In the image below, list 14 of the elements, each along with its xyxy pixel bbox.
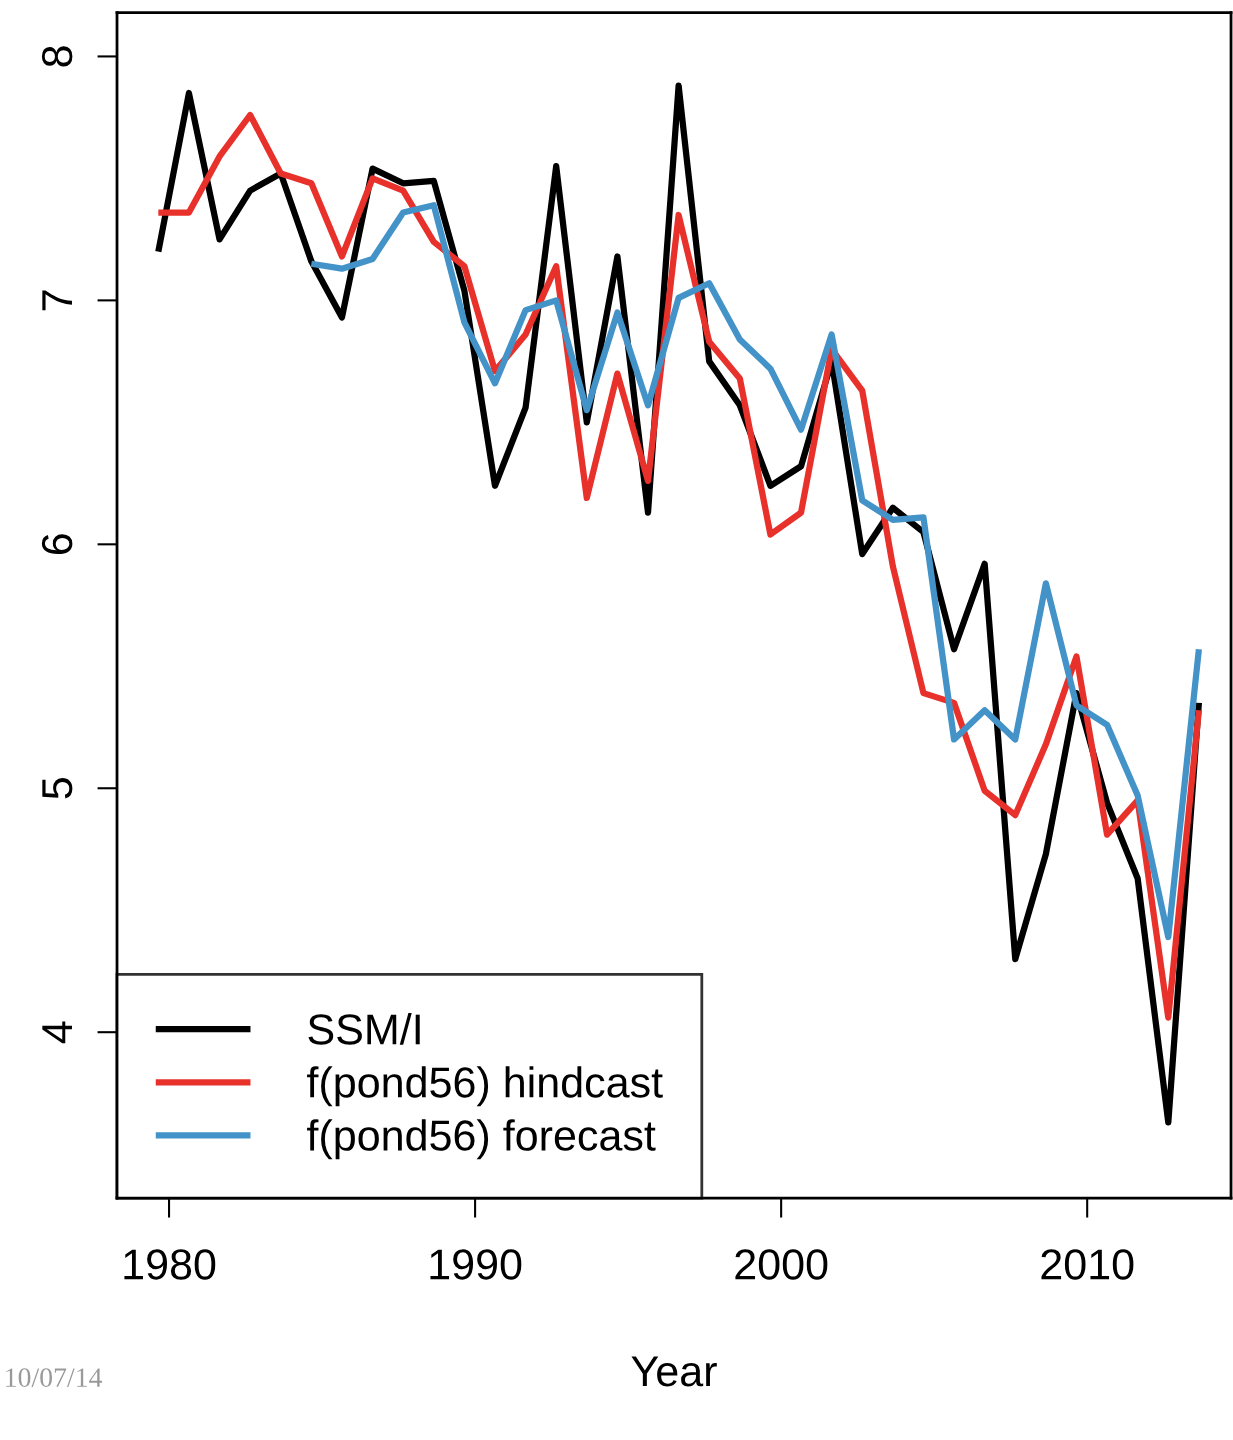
x-tick-label: 2010	[1041, 1249, 1134, 1280]
x-axis-title: Year	[631, 1356, 717, 1387]
x-tick-label: 1980	[124, 1249, 216, 1280]
y-tick-label: 6	[41, 534, 73, 555]
legend-label: f(pond56) forecast	[307, 1119, 656, 1160]
x-tick-label: 1990	[430, 1249, 522, 1280]
legend-label: SSM/I	[308, 1013, 420, 1045]
y-tick-label: 4	[42, 1021, 72, 1044]
text: 10/07/14	[6, 1368, 103, 1387]
legend-label: f(pond56) hindcast	[307, 1066, 663, 1107]
x-tick-label: 2000	[735, 1249, 828, 1280]
y-tick-label: 8	[41, 46, 73, 67]
y-tick-label: 7	[42, 290, 72, 311]
y-tick-label: 5	[42, 778, 73, 799]
